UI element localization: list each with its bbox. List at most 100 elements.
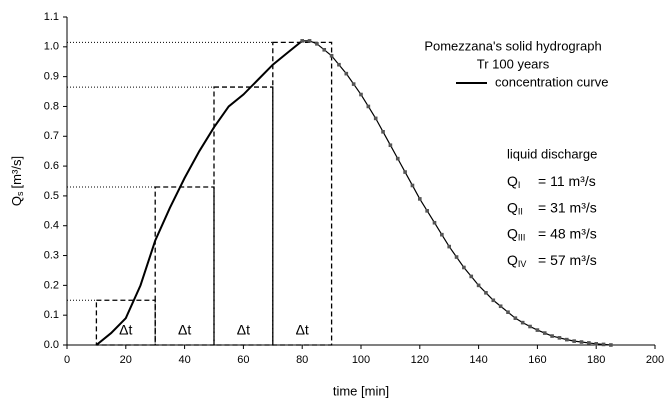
marker [535, 328, 540, 332]
marker [469, 274, 474, 279]
chart-title: Pomezzana's solid hydrograph [424, 38, 601, 53]
marker [366, 104, 371, 109]
discharge-text: = 11 m³/s [538, 173, 596, 189]
y-tick-label: 0.5 [44, 190, 59, 202]
y-tick-label: 0.9 [44, 71, 59, 83]
discharge-symbol: Q [507, 252, 518, 268]
y-label-subscript: s [15, 191, 25, 196]
marker [307, 39, 312, 43]
interval-block [213, 86, 274, 346]
x-tick-label: 200 [646, 354, 664, 366]
marker [498, 304, 503, 309]
marker [447, 244, 451, 249]
marker [557, 336, 562, 340]
y-tick-label: 0.2 [44, 279, 59, 291]
marker [344, 71, 349, 76]
marker [609, 343, 613, 347]
marker [476, 283, 481, 288]
interval-label: Δt [119, 322, 132, 338]
marker [542, 331, 547, 335]
discharge-item: QIII = 48 m³/s [507, 225, 597, 243]
discharge-text: = 57 m³/s [538, 252, 597, 268]
x-tick-label: 20 [120, 354, 132, 366]
y-tick-label: 0.4 [44, 220, 59, 232]
marker [579, 340, 584, 344]
chart-subtitle: Tr 100 years [477, 56, 550, 71]
y-axis-label: Qs [m³/s] [9, 156, 25, 206]
marker [337, 62, 341, 67]
interval-label: Δt [296, 322, 309, 338]
marker [528, 324, 532, 329]
discharge-item: QII = 31 m³/s [507, 199, 597, 217]
marker [373, 116, 378, 121]
discharge-item: QIV = 57 m³/s [507, 252, 597, 270]
discharge-symbol: Q [507, 173, 518, 189]
y-tick-label: 0.6 [44, 160, 59, 172]
interval-label: Δt [178, 322, 191, 338]
y-label-symbol: Q [9, 196, 24, 206]
discharge-item: QI = 11 m³/s [507, 173, 596, 191]
marker [395, 156, 400, 161]
marker [351, 82, 356, 86]
interval-block [154, 186, 215, 346]
discharge-subscript: I [518, 180, 521, 190]
marker [520, 320, 525, 325]
marker [359, 92, 363, 97]
marker [432, 220, 437, 225]
discharge-symbol: Q [507, 225, 518, 241]
marker [418, 197, 422, 201]
marker [388, 143, 393, 148]
y-tick-label: 0.8 [44, 100, 59, 112]
x-tick-label: 100 [352, 354, 370, 366]
marker [572, 339, 576, 343]
y-tick-label: 1.1 [44, 11, 59, 23]
marker [410, 183, 415, 188]
marker [594, 342, 598, 346]
y-tick-label: 0.0 [44, 339, 59, 351]
marker [491, 298, 496, 303]
x-tick-label: 160 [528, 354, 546, 366]
marker [565, 337, 569, 342]
y-tick-label: 0.7 [44, 130, 59, 142]
marker [425, 209, 429, 213]
marker [513, 316, 518, 320]
x-tick-label: 60 [237, 354, 249, 366]
x-axis-label: time [min] [333, 383, 389, 398]
marker [484, 291, 488, 295]
discharge-title: liquid discharge [507, 146, 597, 161]
marker [587, 341, 591, 345]
marker [506, 310, 510, 314]
discharge-text: = 48 m³/s [538, 225, 597, 241]
y-tick-label: 1.0 [44, 41, 59, 53]
marker [462, 265, 466, 270]
marker [601, 342, 606, 347]
y-tick-label: 0.1 [44, 309, 59, 321]
marker [329, 53, 334, 58]
marker [550, 334, 554, 338]
marker [381, 130, 385, 134]
y-label-unit: [m³/s] [9, 156, 24, 189]
x-tick-label: 180 [587, 354, 605, 366]
discharge-symbol: Q [507, 199, 518, 215]
x-tick-label: 80 [296, 354, 308, 366]
marker [322, 48, 327, 52]
interval-block [272, 41, 333, 346]
x-tick-label: 120 [411, 354, 429, 366]
marker [315, 42, 319, 46]
x-tick-label: 140 [469, 354, 487, 366]
discharge-subscript: II [518, 207, 523, 217]
legend-label: concentration curve [495, 74, 608, 89]
discharge-text: = 31 m³/s [538, 199, 597, 215]
marker [440, 232, 444, 237]
x-tick-label: 40 [178, 354, 190, 366]
discharge-subscript: IV [518, 259, 527, 269]
marker [454, 255, 459, 259]
discharge-subscript: III [518, 233, 526, 243]
y-tick-label: 0.3 [44, 249, 59, 261]
x-tick-label: 0 [64, 354, 70, 366]
marker [300, 39, 304, 43]
marker [403, 170, 407, 174]
series-line [95, 40, 303, 346]
interval-label: Δt [237, 322, 250, 338]
